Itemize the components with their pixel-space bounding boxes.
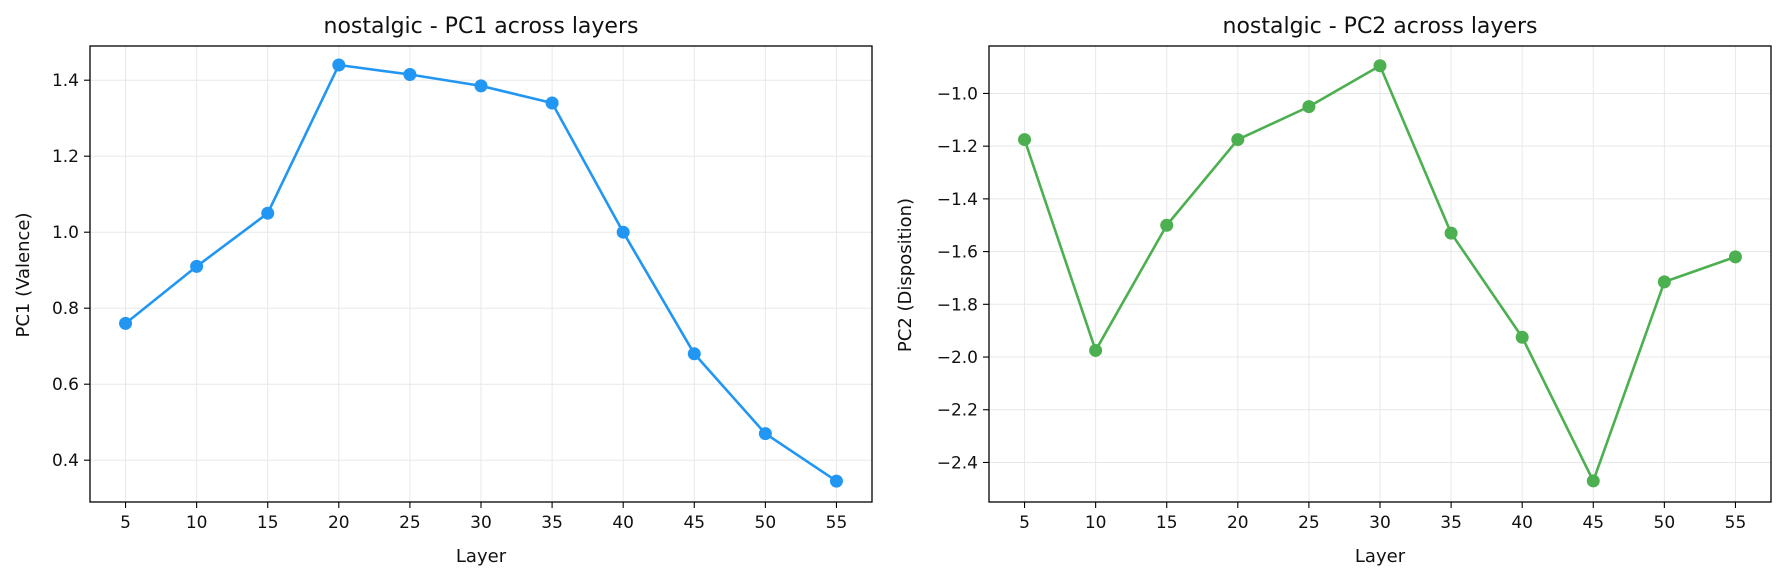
grid — [989, 46, 1771, 502]
grid — [90, 46, 872, 502]
x-tick-label: 15 — [257, 513, 279, 533]
x-tick-label: 55 — [826, 513, 848, 533]
chart-panel-pc2: nostalgic - PC2 across layers Layer PC2 … — [895, 14, 1772, 567]
y-tick-label: −2.4 — [937, 453, 978, 473]
y-tick-label: −1.8 — [937, 295, 978, 315]
data-point — [1444, 226, 1458, 240]
data-point — [1586, 474, 1600, 488]
x-tick-label: 35 — [541, 513, 563, 533]
data-point — [829, 474, 843, 488]
y-axis-label: PC1 (Valence) — [13, 212, 34, 337]
y-tick-label: 1.0 — [52, 223, 79, 243]
y-tick-label: 0.4 — [52, 451, 79, 471]
data-point — [261, 206, 275, 220]
y-tick-label: 1.2 — [52, 147, 79, 167]
data-point — [1657, 275, 1671, 289]
data-point — [687, 347, 701, 361]
y-axis-label: PC2 (Disposition) — [895, 198, 916, 352]
x-tick-label: 5 — [120, 513, 131, 533]
y-tick-label: 0.6 — [52, 375, 79, 395]
y-tick-label: −1.4 — [937, 190, 978, 210]
y-tick-label: 0.8 — [52, 299, 79, 319]
data-point — [758, 427, 772, 441]
y-tick-label: −1.0 — [937, 84, 978, 104]
x-tick-label: 45 — [1582, 513, 1604, 533]
x-tick-label: 30 — [1369, 513, 1391, 533]
chart-title: nostalgic - PC2 across layers — [1223, 14, 1538, 39]
data-point — [1302, 100, 1316, 114]
x-tick-label: 30 — [470, 513, 492, 533]
data-point — [119, 316, 133, 330]
y-tick-label: 1.4 — [52, 71, 79, 91]
data-point — [1160, 218, 1174, 232]
data-point — [403, 68, 417, 81]
data-point — [474, 79, 488, 93]
x-tick-label: 40 — [1511, 513, 1533, 533]
chart-panel-pc1: nostalgic - PC1 across layers Layer PC1 … — [13, 14, 873, 567]
x-tick-label: 55 — [1725, 513, 1747, 533]
data-point — [545, 96, 559, 110]
chart-title: nostalgic - PC1 across layers — [324, 14, 639, 39]
x-tick-label: 50 — [755, 513, 777, 533]
x-axis-label: Layer — [456, 546, 507, 567]
data-point — [1728, 250, 1742, 264]
data-point — [1515, 330, 1529, 344]
x-tick-label: 50 — [1654, 513, 1676, 533]
data-point — [1231, 133, 1245, 147]
y-tick-label: −2.2 — [937, 401, 978, 421]
x-tick-label: 25 — [1298, 513, 1320, 533]
x-tick-label: 40 — [612, 513, 634, 533]
x-tick-label: 10 — [1085, 513, 1107, 533]
x-tick-label: 20 — [328, 513, 350, 533]
y-tick-label: −1.2 — [937, 137, 978, 157]
x-tick-label: 10 — [186, 513, 208, 533]
data-point — [1089, 343, 1103, 357]
data-point — [332, 58, 346, 72]
x-tick-label: 20 — [1227, 513, 1249, 533]
data-point — [1018, 133, 1032, 147]
x-tick-label: 15 — [1156, 513, 1178, 533]
data-point — [190, 259, 204, 273]
y-tick-label: −1.6 — [937, 243, 978, 263]
data-point — [616, 225, 630, 239]
data-point — [1373, 59, 1387, 73]
x-tick-label: 45 — [683, 513, 705, 533]
x-axis-label: Layer — [1355, 546, 1406, 567]
x-tick-label: 5 — [1019, 513, 1030, 533]
x-tick-label: 25 — [399, 513, 421, 533]
y-tick-label: −2.0 — [937, 348, 978, 368]
x-tick-label: 35 — [1440, 513, 1462, 533]
